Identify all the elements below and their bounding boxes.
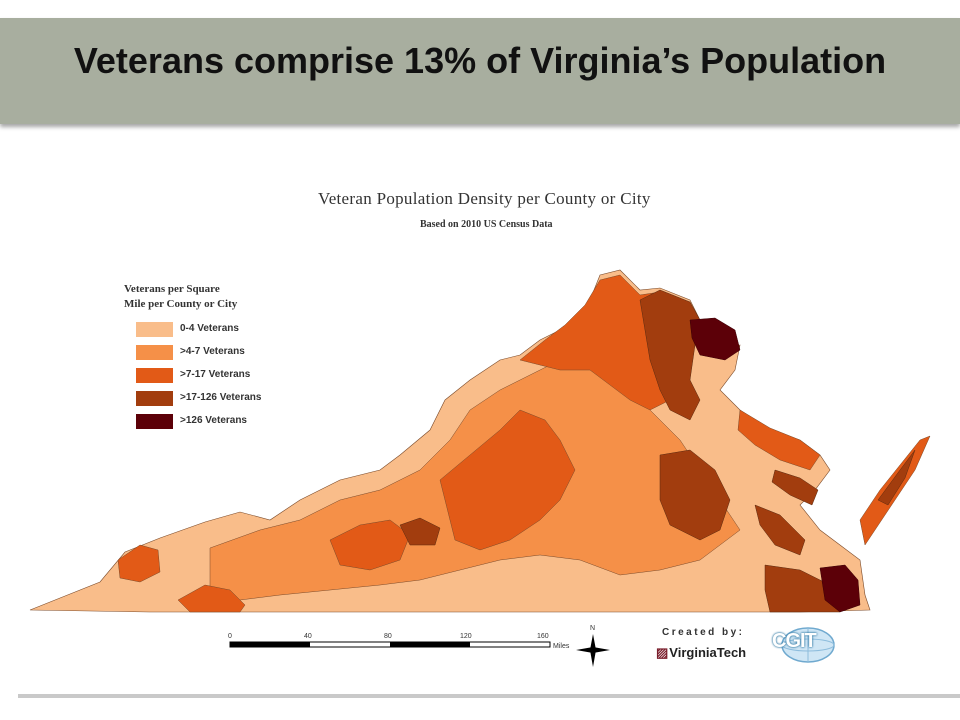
legend-swatch — [136, 391, 173, 406]
legend-title: Veterans per Square Mile per County or C… — [124, 282, 324, 312]
legend-swatch — [136, 368, 173, 383]
legend-swatch — [136, 322, 173, 337]
virginia-tech-logo: ▨VirginiaTech — [656, 645, 746, 661]
region-blacksburg-brown — [399, 517, 441, 546]
legend-title-line2: Mile per County or City — [124, 298, 238, 310]
north-label: N — [590, 625, 595, 632]
slide-title: Veterans comprise 13% of Virginia’s Popu… — [73, 40, 887, 81]
scale-unit: Miles — [553, 643, 570, 650]
vt-logo-text: VirginiaTech — [669, 645, 747, 660]
region-central-dark-orange — [439, 409, 576, 551]
scale-tick-0: 0 — [228, 633, 232, 640]
created-by-label: Created by: — [662, 627, 745, 638]
cgit-logo-text: CGIT — [772, 630, 817, 652]
region-roanoke-dark-orange — [329, 519, 411, 571]
scale-tick-80: 80 — [384, 633, 392, 640]
region-norfolk-darkest — [819, 564, 861, 613]
scale-tick-160: 160 — [537, 633, 549, 640]
region-sw-dark-orange — [177, 584, 246, 613]
map-title: Veteran Population Density per County or… — [318, 189, 651, 208]
region-arlington-darkest — [689, 317, 741, 361]
legend-label: 0-4 Veterans — [180, 323, 239, 334]
region-far-sw — [117, 544, 161, 583]
state-shape — [29, 269, 931, 613]
cgit-globe-icon — [781, 627, 835, 663]
scale-tick-40: 40 — [304, 633, 312, 640]
legend-label: >126 Veterans — [180, 415, 247, 426]
region-northern-neck — [737, 409, 821, 471]
region-nova-brown — [639, 289, 701, 421]
bottom-divider — [18, 694, 960, 698]
vt-mark-icon: ▨ — [656, 645, 669, 660]
region-eastern-shore-brown — [877, 449, 916, 506]
legend-label: >4-7 Veterans — [180, 346, 245, 357]
region-middle-peninsula — [771, 469, 819, 506]
region-richmond-brown — [659, 449, 731, 541]
legend-label: >7-17 Veterans — [180, 369, 251, 380]
scale-bar: 0 40 80 120 160 Miles — [228, 633, 570, 650]
legend-title-line1: Veterans per Square — [124, 283, 220, 295]
region-peninsula-brown — [754, 504, 806, 556]
legend-label: >17-126 Veterans — [180, 392, 262, 403]
legend-swatch — [136, 414, 173, 429]
scale-tick-120: 120 — [460, 633, 472, 640]
title-band — [0, 18, 960, 124]
north-arrow-icon: N — [576, 625, 610, 667]
legend-swatch — [136, 345, 173, 360]
map-subtitle: Based on 2010 US Census Data — [420, 219, 553, 230]
